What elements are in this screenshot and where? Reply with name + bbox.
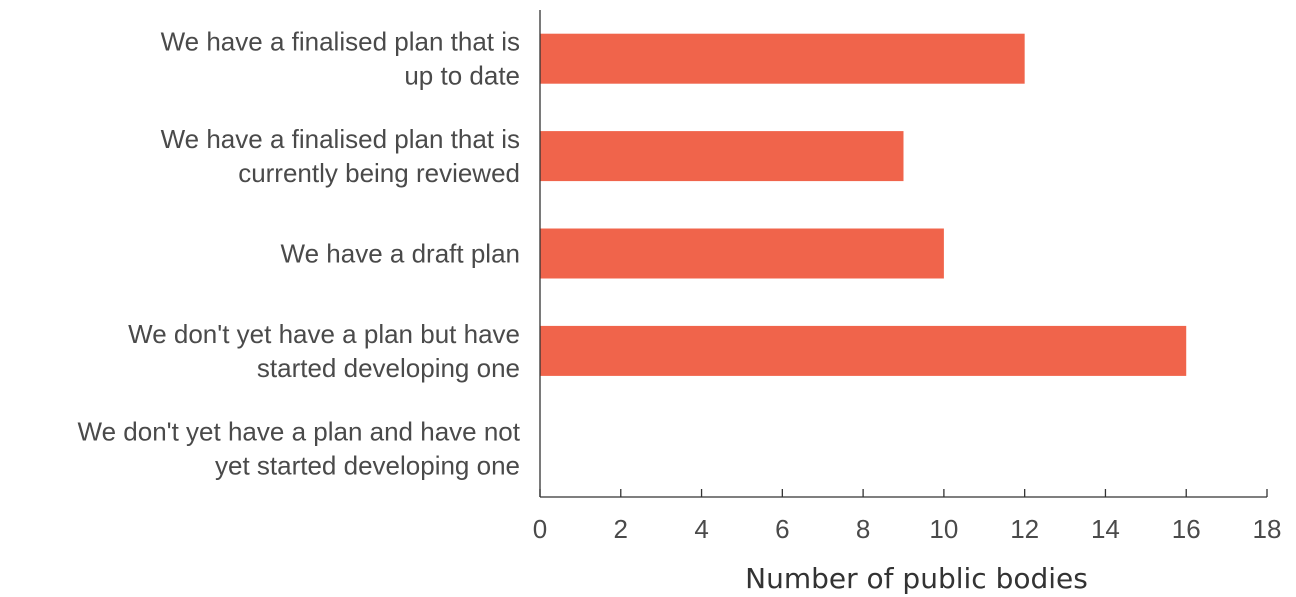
x-tick-label: 4: [694, 514, 708, 544]
category-label-1: We have a finalised plan that is up to da…: [161, 27, 520, 91]
x-tick-label: 0: [533, 514, 547, 544]
category-label-line: We have a finalised plan that is: [161, 124, 520, 154]
x-tick-label: 16: [1172, 514, 1201, 544]
category-label-line: yet started developing one: [215, 450, 520, 480]
category-label-line: We have a draft plan: [281, 239, 520, 269]
category-label-3: We have a draft plan: [281, 239, 520, 269]
category-label-line: started developing one: [257, 353, 520, 383]
category-label-4: We don't yet have a plan but have started…: [128, 319, 520, 383]
x-tick-label: 10: [929, 514, 958, 544]
bar-4: [540, 325, 1187, 376]
x-tick-label: 8: [856, 514, 870, 544]
category-label-line: We don't yet have a plan and have not: [78, 416, 521, 446]
category-label-line: We have a finalised plan that is: [161, 27, 520, 57]
bar-2: [540, 131, 904, 182]
x-axis-ticks: 0 2 4 6 8 10 12 14 16 18: [533, 489, 1282, 544]
category-label-5: We don't yet have a plan and have not yet…: [78, 416, 521, 480]
x-tick-label: 2: [614, 514, 628, 544]
x-axis-title: Number of public bodies: [745, 562, 1088, 595]
x-tick-label: 18: [1253, 514, 1282, 544]
x-tick-label: 12: [1010, 514, 1039, 544]
x-tick-label: 14: [1091, 514, 1120, 544]
x-tick-label: 6: [775, 514, 789, 544]
category-label-line: currently being reviewed: [238, 158, 520, 188]
bar-3: [540, 228, 944, 279]
category-label-line: up to date: [404, 61, 520, 91]
bar-1: [540, 33, 1025, 84]
category-label-2: We have a finalised plan that is currentl…: [161, 124, 520, 188]
bars-group: [540, 33, 1187, 376]
category-label-line: We don't yet have a plan but have: [128, 319, 520, 349]
category-labels: We have a finalised plan that is up to da…: [78, 27, 521, 481]
